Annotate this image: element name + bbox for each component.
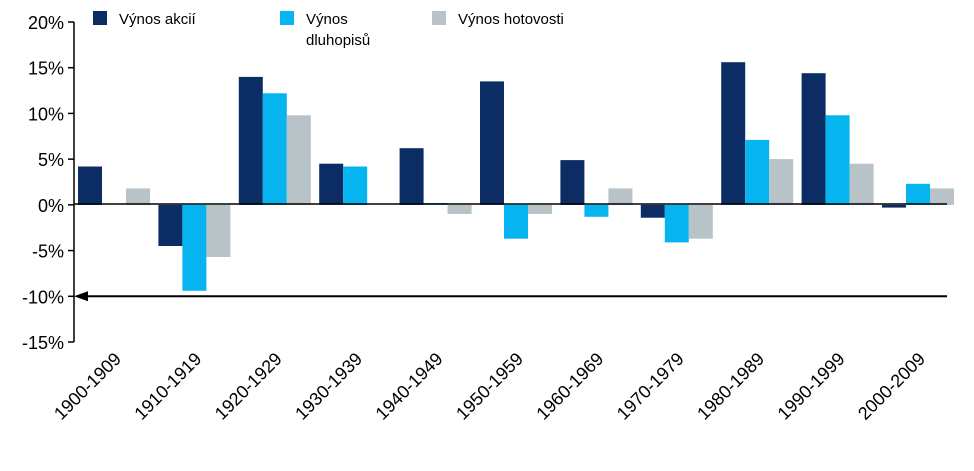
x-category-label: 1900-1909 (50, 349, 125, 424)
bar-series-3-1950-1959 (528, 204, 552, 214)
bar-series-1-1960-1969 (560, 160, 585, 205)
legend-label: Výnos hotovosti (458, 11, 564, 28)
x-category-label: 1920-1929 (211, 349, 286, 424)
bar-series-1-1920-1929 (238, 76, 263, 205)
bar-series-2-1970-1979 (664, 204, 689, 243)
y-tick-label: -10% (22, 287, 64, 307)
bar-series-2-1990-1999 (825, 115, 850, 205)
legend-swatch (432, 11, 446, 25)
bar-series-3-1980-1989 (769, 159, 794, 205)
bar-series-3-1910-1919 (206, 204, 231, 257)
bar-series-1-2000-2009 (882, 204, 906, 208)
bar-series-3-2000-2009 (930, 188, 954, 205)
y-tick-label: 20% (28, 13, 64, 33)
bar-series-1-1930-1939 (319, 163, 344, 205)
y-tick-label: 10% (28, 104, 64, 124)
x-category-label: 1910-1919 (130, 349, 205, 424)
x-category-label: 1940-1949 (372, 349, 447, 424)
x-axis-labels: 1900-1909 1910-1919 1920-1929 1930-1939 1940… (50, 349, 929, 424)
bar-series-1-1980-1989 (721, 62, 746, 205)
bar-series-3-1900-1909 (126, 188, 150, 205)
bar-series-3-1940-1949 (447, 204, 472, 214)
bar-series-1-1950-1959 (480, 81, 504, 205)
y-axis-ticks: 20% 15% 10% 5% 0% -5% -10% -15% (22, 13, 74, 353)
bar-series-3-1990-1999 (849, 163, 874, 205)
y-tick-label: -15% (22, 333, 64, 353)
x-category-label: 1960-1969 (532, 349, 607, 424)
bar-series-2-1980-1989 (745, 139, 770, 205)
x-category-label: 1990-1999 (774, 349, 849, 424)
bar-series-1-1910-1919 (158, 204, 183, 246)
legend-swatch (93, 11, 107, 25)
legend-label: Výnos (306, 11, 348, 28)
bar-series-1-1970-1979 (640, 204, 665, 218)
bar-series-1-1900-1909 (78, 166, 102, 205)
x-category-label: 1930-1939 (291, 349, 366, 424)
bar-series-2-1910-1919 (182, 204, 207, 291)
bar-series-2-1930-1939 (343, 166, 368, 205)
bar-series-2-2000-2009 (906, 183, 930, 205)
bar-series-1-1940-1949 (399, 148, 424, 205)
x-category-label: 2000-2009 (854, 349, 929, 424)
bar-series-3-1960-1969 (608, 188, 633, 205)
legend-label: Výnos akcií (119, 11, 197, 28)
bar-series-3-1920-1929 (286, 115, 311, 205)
bar-series-3-1970-1979 (688, 204, 713, 239)
y-tick-label: -5% (32, 242, 64, 262)
reference-line (74, 291, 947, 302)
bar-series-2-1950-1959 (504, 204, 528, 239)
bar-series-1-1990-1999 (801, 73, 826, 205)
legend-label: dluhopisů (306, 32, 370, 49)
x-category-label: 1970-1979 (613, 349, 688, 424)
y-tick-label: 15% (28, 59, 64, 79)
bar-series-2-1960-1969 (584, 204, 609, 217)
y-tick-label: 5% (38, 150, 64, 170)
x-category-label: 1950-1959 (452, 349, 527, 424)
bar-series-2-1920-1929 (262, 93, 287, 205)
x-category-label: 1980-1989 (693, 349, 768, 424)
bars-layer (78, 62, 954, 291)
legend-swatch (280, 11, 294, 25)
y-tick-label: 0% (38, 196, 64, 216)
legend: Výnos akcií Výnos dluhopisů Výnos hotovosti (93, 11, 564, 49)
arrow-left-icon (74, 291, 88, 302)
